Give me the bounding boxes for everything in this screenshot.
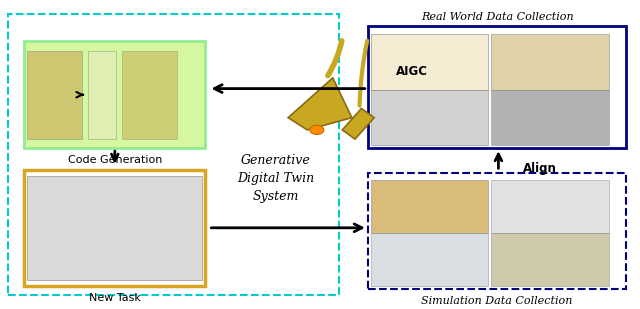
FancyArrowPatch shape — [360, 41, 367, 106]
Bar — [27, 51, 82, 139]
Polygon shape — [342, 108, 374, 139]
Text: Real World Data Collection: Real World Data Collection — [421, 12, 573, 22]
Text: New Task: New Task — [89, 293, 141, 303]
Bar — [492, 34, 609, 90]
Bar — [371, 233, 488, 286]
Text: Align: Align — [523, 162, 557, 175]
Bar — [368, 173, 626, 289]
Bar — [88, 51, 116, 139]
Bar — [492, 180, 609, 233]
Bar — [371, 180, 488, 233]
Bar — [27, 176, 202, 280]
Text: Code Generation: Code Generation — [68, 155, 162, 166]
Text: Simulation Data Collection: Simulation Data Collection — [422, 296, 573, 306]
Bar — [492, 233, 609, 286]
Text: AIGC: AIGC — [396, 65, 428, 78]
Bar — [371, 34, 488, 90]
Bar — [24, 170, 205, 286]
Polygon shape — [288, 78, 352, 130]
Bar — [371, 90, 488, 145]
Bar — [122, 51, 177, 139]
Bar — [24, 41, 205, 148]
Ellipse shape — [310, 125, 324, 134]
FancyArrowPatch shape — [328, 41, 342, 75]
Text: Generative
Digital Twin
System: Generative Digital Twin System — [237, 154, 314, 203]
Bar — [368, 26, 626, 148]
Bar — [8, 14, 339, 295]
Bar — [492, 90, 609, 145]
